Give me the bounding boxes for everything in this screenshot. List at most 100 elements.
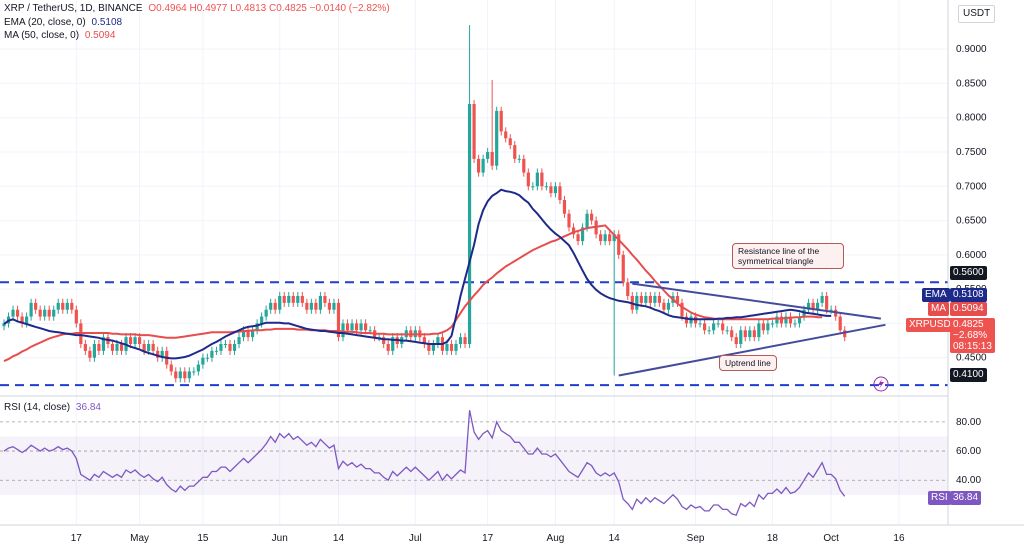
candle-body — [562, 200, 567, 214]
candle-body — [160, 350, 164, 358]
candle-body — [151, 344, 155, 351]
time-tick-label: Oct — [823, 533, 839, 544]
candle-body — [97, 344, 101, 351]
candle-body — [364, 323, 368, 331]
time-tick-label: May — [130, 533, 149, 544]
candle-body — [463, 337, 467, 344]
candle-body — [680, 302, 684, 317]
currency-button[interactable]: USDT — [958, 5, 996, 23]
candle-body — [553, 186, 558, 194]
candle-body — [83, 344, 87, 351]
candle-body — [657, 296, 661, 303]
rsi-legend-value: 36.84 — [75, 402, 101, 413]
lightning-icon — [878, 379, 884, 389]
candle-body — [327, 302, 332, 310]
last-price-tag: 0.4825 −2.68% 08:15:13 — [950, 318, 995, 353]
candle-body — [110, 344, 115, 351]
symbol-label: XRP / TetherUS, 1D, BINANCE — [4, 3, 143, 14]
candle-body — [52, 309, 56, 317]
candle-body — [147, 344, 151, 351]
candle-body — [779, 316, 784, 324]
candle-body — [47, 309, 51, 317]
candle-body — [603, 234, 607, 242]
candle-body — [612, 234, 616, 242]
candle-body — [318, 296, 322, 310]
candle-body — [838, 316, 842, 331]
candle-body — [513, 145, 517, 159]
candle-body — [287, 296, 291, 303]
candle-body — [590, 213, 594, 221]
candle-body — [712, 323, 716, 331]
candle-body — [458, 337, 463, 344]
price-tick-label: 0.8500 — [956, 78, 987, 89]
ema-legend-value: 0.5108 — [91, 17, 123, 28]
price-tick-label: 0.6000 — [956, 250, 987, 261]
candle-body — [617, 234, 621, 255]
candle-body — [15, 309, 20, 317]
candle-body — [232, 344, 237, 351]
candle-body — [725, 330, 729, 332]
candle-body — [445, 344, 449, 351]
candle-body — [535, 172, 539, 187]
candles — [2, 25, 847, 383]
candle-body — [29, 302, 33, 317]
candle-body — [707, 330, 711, 332]
candle-body — [296, 296, 300, 303]
candle-body — [391, 337, 395, 351]
uptrend-annotation: Uptrend line — [719, 355, 777, 371]
candle-body — [196, 364, 200, 372]
candle-body — [192, 371, 196, 373]
candle-body — [25, 316, 29, 324]
candle-body — [2, 323, 6, 327]
candle-body — [635, 296, 639, 310]
time-tick-label: Aug — [547, 533, 565, 544]
candle-body — [730, 330, 734, 338]
candle-body — [314, 302, 318, 310]
candle-body — [639, 296, 643, 303]
trendlines — [618, 282, 886, 377]
time-tick-label: 16 — [893, 533, 905, 544]
candle-body — [490, 152, 494, 166]
candle-body — [648, 296, 652, 303]
candle-body — [255, 323, 259, 331]
ema-20-line — [3, 188, 832, 360]
candle-body — [571, 227, 576, 235]
price-tick-label: 0.8000 — [956, 113, 987, 124]
candle-body — [101, 337, 106, 351]
candle-body — [716, 323, 720, 325]
candle-body — [88, 350, 92, 358]
candle-body — [201, 357, 205, 365]
candle-body — [472, 104, 476, 159]
candle-body — [431, 344, 435, 351]
horizontal-levels — [0, 281, 948, 387]
candle-body — [187, 371, 191, 379]
uptrend-annotation-text: Uptrend line — [725, 358, 771, 368]
chart-grid — [0, 0, 948, 525]
candle-body — [793, 323, 797, 325]
candle-body — [558, 186, 562, 200]
time-tick-label: 17 — [71, 533, 83, 544]
candle-body — [721, 323, 725, 331]
candle-body — [260, 316, 264, 324]
candle-body — [761, 323, 765, 331]
price-tick-label: 0.4500 — [956, 353, 987, 364]
resistance-trendline — [632, 282, 882, 320]
candle-body — [34, 302, 38, 310]
price-change-value: −2.68% — [953, 330, 988, 341]
candle-body — [278, 296, 282, 310]
candle-body — [386, 344, 390, 351]
time-tick-label: 17 — [482, 533, 494, 544]
candle-body — [739, 330, 743, 344]
candle-body — [666, 302, 671, 310]
candle-body — [427, 344, 431, 351]
candle-body — [20, 316, 24, 324]
candle-body — [138, 337, 142, 344]
candle-body — [549, 186, 553, 194]
candle-body — [368, 330, 372, 332]
candle-body — [504, 131, 508, 139]
candle-body — [816, 302, 820, 310]
ohlc-values: O0.4964 H0.4977 L0.4813 C0.4825 −0.0140 … — [148, 3, 390, 14]
resistance-annotation: Resistance line of the symmetrical trian… — [732, 243, 844, 269]
candle-body — [169, 364, 173, 372]
